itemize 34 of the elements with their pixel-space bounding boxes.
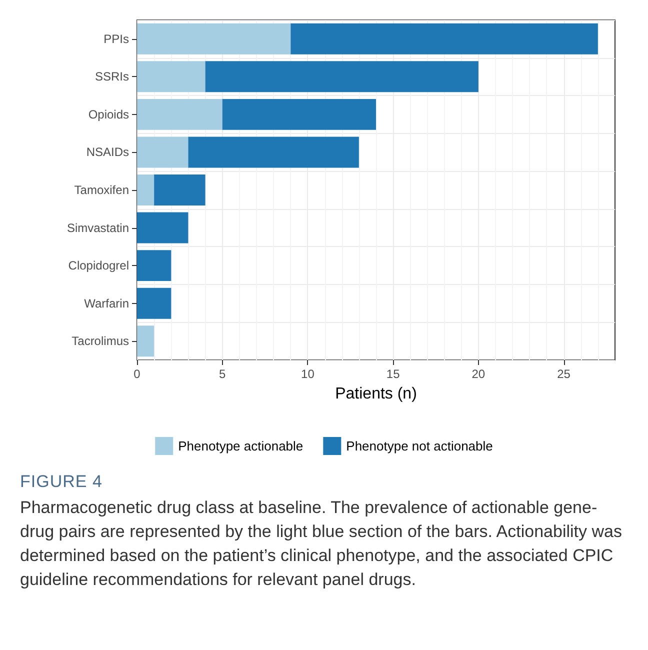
text: Pharmacogenetic drug class at baseline. The prevalence of actionable gene-drug pairs are represented by the light blue section of the bars. Actionability was determined based on the patient’s clinical phenotype, and the associated CPIC guideline recommendations for relevant panel drugs.: [20, 497, 623, 591]
x-axis-title: Patients (n): [335, 386, 417, 402]
caption: FIGURE 4: [20, 472, 104, 492]
y-tick-label: PPIs: [104, 32, 129, 46]
bar: [137, 288, 172, 319]
bar: [205, 61, 478, 92]
x-tick-label: 25: [557, 367, 571, 381]
y-tick-label: NSAIDs: [86, 145, 129, 160]
bar: [137, 250, 172, 282]
bar: [290, 23, 598, 54]
y-tick-label: Simvastatin: [66, 220, 129, 235]
y-tick-label: SSRIs: [94, 70, 129, 84]
legend-label: Phenotype not actionable: [346, 438, 493, 454]
bar: [188, 136, 359, 168]
bar: [222, 98, 376, 130]
bar: [137, 174, 154, 206]
bar: [137, 98, 222, 130]
bar: [137, 326, 154, 357]
bar: [137, 23, 291, 54]
y-tick-label: Tamoxifen: [74, 183, 129, 197]
x-tick-label: 10: [301, 367, 315, 381]
legend-label: Phenotype actionable: [178, 438, 304, 454]
x-tick-label: 5: [219, 367, 226, 381]
bar: [137, 136, 188, 168]
x-tick-label: 15: [386, 367, 400, 381]
y-tick-label: Warfarin: [84, 296, 129, 310]
x-tick-label: 20: [472, 367, 486, 381]
y-tick-label: Clopidogrel: [68, 258, 129, 273]
bar: [154, 174, 206, 206]
x-tick-label: 0: [134, 367, 141, 381]
bar: [137, 212, 188, 244]
y-tick-label: Opioids: [88, 107, 129, 122]
y-tick-label: Tacrolimus: [72, 334, 129, 348]
bar: [137, 61, 206, 92]
